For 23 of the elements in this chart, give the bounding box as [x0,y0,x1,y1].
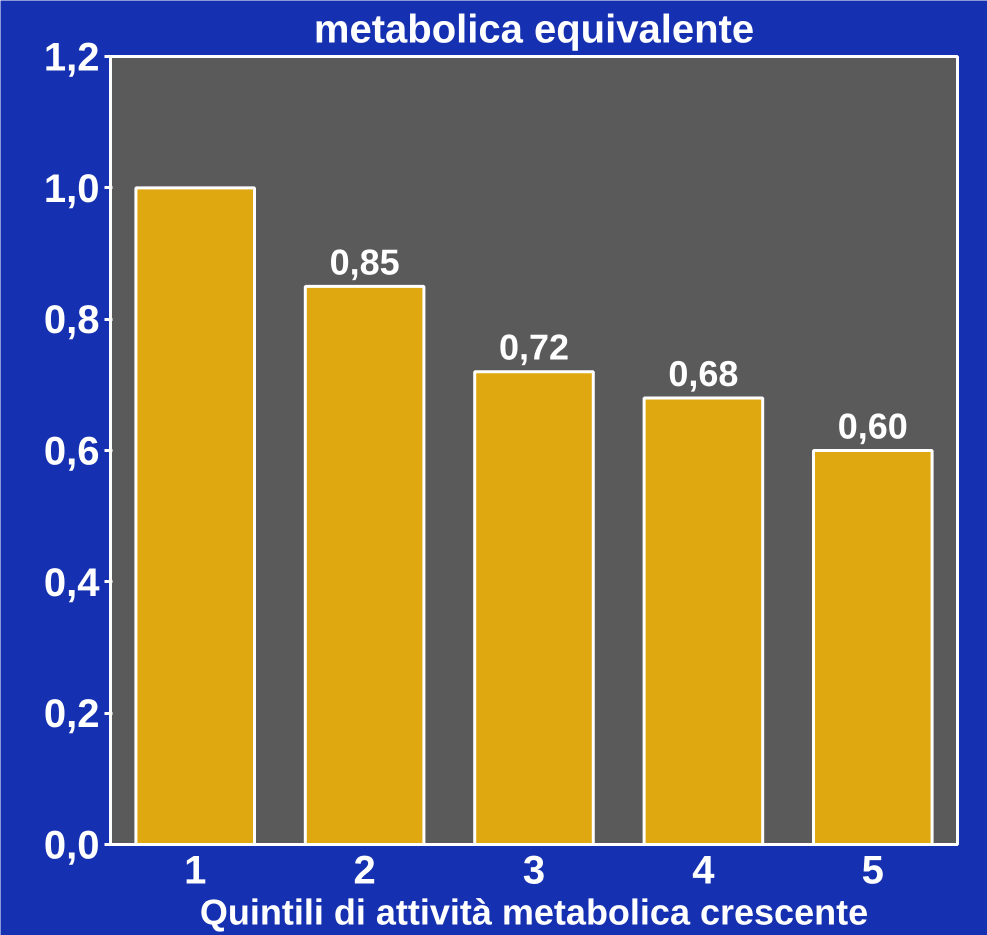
data-label: 0,68 [668,352,738,394]
y-tick-label: 1,0 [44,166,100,211]
y-tick-label: 1,2 [44,36,100,80]
data-label: 0,60 [838,406,908,446]
bar [812,449,934,844]
data-label: 0,85 [330,241,400,282]
x-tick-label: 3 [522,848,546,892]
x-tick-label: 5 [862,848,884,892]
data-label: 0,72 [498,326,570,368]
x-tick-label: 4 [692,848,716,892]
x-axis-title: Quintili di attività metabolica crescente [200,892,868,932]
x-tick-label: 1 [184,848,206,892]
bar [642,396,764,844]
bar [304,284,426,844]
y-tick-label: 0,8 [44,298,100,342]
y-tick-label: 0,2 [44,692,100,736]
bar [473,370,595,844]
bar [134,186,256,844]
y-tick-label: 0,6 [44,430,100,474]
x-tick-label: 2 [353,848,376,892]
y-tick-label: 0,4 [44,560,100,605]
y-tick-label: 0,0 [44,824,100,868]
chart-title: metabolica equivalente [314,8,754,52]
